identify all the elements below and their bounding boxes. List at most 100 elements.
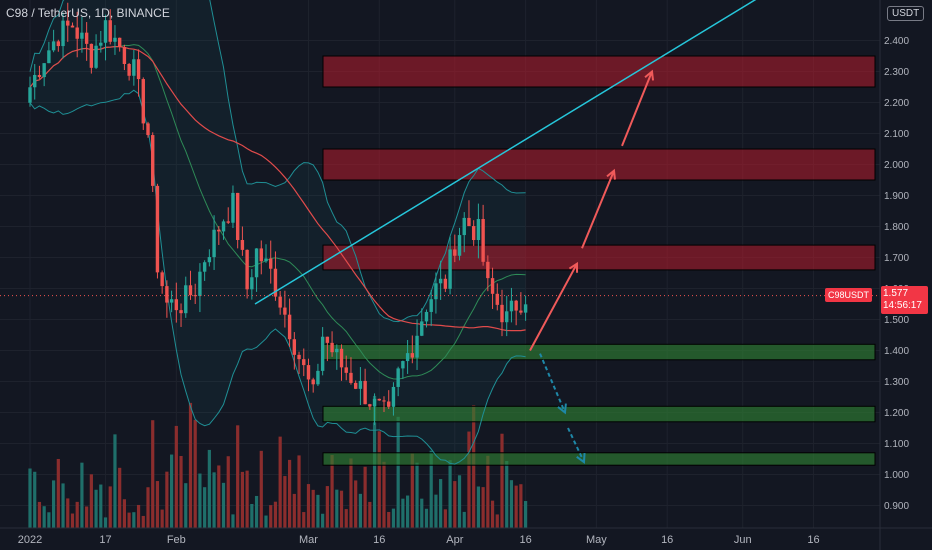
candle-body [490, 278, 495, 294]
candle-body [66, 20, 70, 26]
candle-body [500, 304, 504, 323]
candle-body [259, 248, 263, 262]
volume-bar [434, 494, 438, 528]
volume-bar [415, 462, 419, 528]
candle-body [462, 217, 466, 236]
candle-body [136, 59, 141, 80]
volume-bar [127, 512, 131, 528]
resistance-zone [322, 55, 876, 88]
volume-bar [254, 495, 259, 528]
volume-bar [269, 505, 273, 528]
candle-body [353, 382, 358, 389]
candle-body [292, 339, 297, 355]
volume-bar [118, 467, 122, 528]
candle-body [141, 79, 145, 124]
volume-bar [132, 512, 136, 528]
volume-bar [85, 506, 89, 528]
candle-body [169, 299, 174, 303]
symbol-tag: C98USDT [825, 288, 873, 302]
volume-bar [325, 486, 329, 528]
x-tick-label: Apr [446, 534, 463, 546]
candle-body [28, 87, 32, 103]
candle-body [80, 32, 84, 39]
candle-body [160, 272, 164, 287]
projection-arrow-up-head [606, 168, 616, 180]
volume-bar [457, 475, 462, 528]
bar-countdown: 14:56:17 [883, 300, 922, 311]
volume-bar [505, 460, 509, 528]
y-tick-label: 1.400 [884, 346, 909, 357]
volume-bar [66, 498, 70, 528]
candle-body [146, 123, 150, 136]
candle-body [509, 300, 514, 312]
volume-bar [302, 512, 306, 528]
volume-bar [80, 462, 84, 528]
currency-badge[interactable]: USDT [887, 6, 925, 21]
volume-bar [236, 425, 240, 528]
candle-body [89, 43, 94, 68]
candle-body [311, 379, 315, 385]
projection-arrow-up [621, 71, 653, 147]
candle-body [297, 354, 301, 360]
volume-bar [188, 402, 193, 528]
candle-body [486, 261, 490, 279]
candle-body [165, 286, 169, 303]
candle-body [429, 299, 433, 312]
volume-bar [476, 486, 480, 528]
candle-body [202, 262, 207, 272]
candle-body [420, 321, 424, 336]
support-zone [322, 343, 876, 361]
last-price-tag: 1.577 14:56:17 [881, 286, 928, 314]
volume-bar [89, 474, 93, 528]
volume-bar [240, 471, 244, 528]
drawings [0, 0, 880, 464]
candle-body [330, 342, 334, 353]
volume-bar [136, 504, 141, 528]
volume-bar [170, 454, 174, 528]
candle-body [151, 135, 155, 186]
x-tick-label: Jun [734, 534, 752, 546]
volume-bar [42, 506, 46, 528]
volume-bar [47, 512, 51, 528]
volume-bar [339, 490, 344, 528]
projection-arrow-up [581, 170, 615, 249]
projection-arrow-up-head [644, 69, 655, 81]
volume-bar [28, 468, 32, 528]
candle-body [382, 400, 386, 402]
x-tick-label: 17 [99, 534, 111, 546]
volume-bar [486, 455, 490, 528]
candle-body [155, 185, 160, 273]
y-tick-label: 1.500 [884, 315, 909, 326]
candle-body [457, 235, 462, 256]
volume-bar [439, 479, 443, 528]
x-tick-label: Mar [299, 534, 318, 546]
candle-body [37, 74, 42, 78]
candle-body [113, 37, 117, 42]
candle-body [363, 380, 367, 405]
volume-bar [273, 501, 278, 528]
y-tick-label: 1.900 [884, 191, 909, 202]
volume-bar [94, 489, 98, 528]
candle-body [481, 219, 485, 262]
candle-body [339, 348, 344, 368]
y-tick-label: 2.000 [884, 160, 909, 171]
volume-bar [250, 503, 254, 528]
candle-body [396, 368, 400, 387]
volume-bar [174, 425, 178, 528]
x-tick-label: Feb [167, 534, 186, 546]
volume-bar [514, 485, 518, 528]
volume-bar [212, 472, 216, 528]
volume-bar [462, 511, 466, 528]
candle-body [254, 248, 259, 278]
candle-body [335, 348, 339, 353]
x-tick-label: 16 [519, 534, 531, 546]
candle-body [47, 50, 51, 64]
volume-bar [467, 431, 471, 528]
candle-body [283, 307, 287, 315]
candlesticks [28, 2, 528, 426]
volume-bar [103, 517, 108, 528]
volume-bar [509, 480, 514, 528]
volume-bar [321, 513, 325, 528]
candle-body [193, 295, 197, 297]
